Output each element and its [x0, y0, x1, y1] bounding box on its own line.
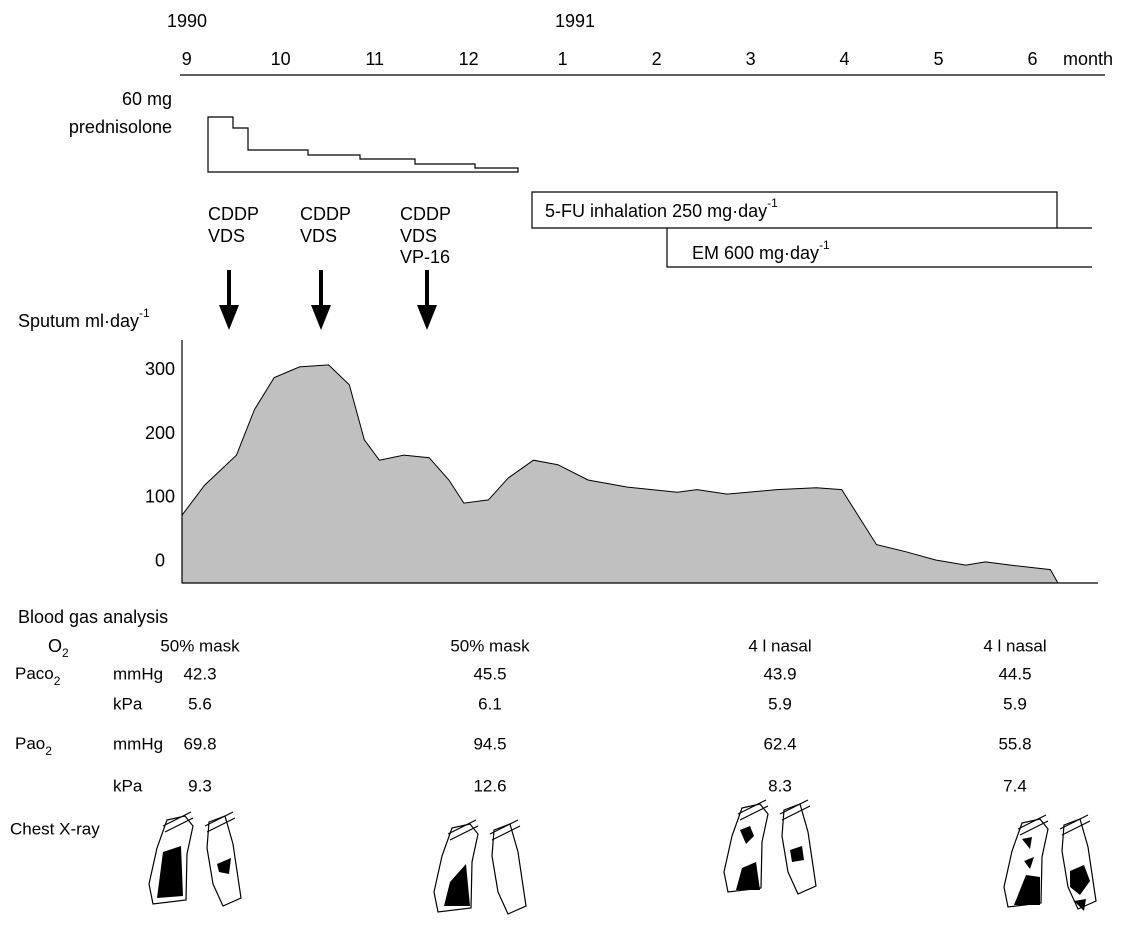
dose-label: 60 mg [122, 89, 172, 109]
chemo-label: CDDP [208, 204, 259, 224]
o2-cell: 50% mask [160, 636, 240, 655]
y-tick-label: 300 [145, 359, 175, 379]
x-tick-label: 4 [840, 49, 850, 69]
section-title: Blood gas analysis [18, 607, 168, 627]
y-tick-label: 100 [145, 487, 175, 507]
x-tick-label: 12 [459, 49, 479, 69]
x-tick-label: 11 [365, 49, 384, 69]
row-label: Pao2 [15, 734, 52, 758]
year-label: 1990 [167, 11, 207, 31]
value-cell: 55.8 [998, 734, 1031, 753]
year-label: 1991 [555, 11, 595, 31]
inhalation-bar [531, 191, 1092, 229]
row-label-text: Pao [15, 734, 45, 753]
unit-label: mmHg [113, 734, 163, 753]
chemo-label: CDDP [400, 204, 451, 224]
value-cell: 44.5 [998, 664, 1031, 683]
value-cell: 5.6 [188, 694, 212, 713]
o2-cell: 4 l nasal [748, 636, 811, 655]
value-cell: 42.3 [183, 664, 216, 683]
value-cell: 9.3 [188, 776, 212, 795]
value-cell: 43.9 [763, 664, 796, 683]
o2-cell: 50% mask [450, 636, 530, 655]
em-label: EM 600 mg·day-1 [692, 238, 830, 263]
value-cell: 6.1 [478, 694, 502, 713]
x-tick-label: 1 [558, 49, 568, 69]
o2-cell: 4 l nasal [983, 636, 1046, 655]
unit-label: mmHg [113, 664, 163, 683]
x-tick-label: 2 [652, 49, 662, 69]
superscript: -1 [819, 238, 830, 252]
subscript: 2 [45, 744, 52, 758]
value-cell: 69.8 [183, 734, 216, 753]
value-cell: 94.5 [473, 734, 506, 753]
sputum-chart: 0 100 200 300 [145, 340, 1098, 584]
xray-label: Chest X-ray [10, 819, 100, 838]
y-axis-text: Sputum ml·day [18, 311, 139, 331]
chemo-label: VDS [300, 226, 337, 246]
value-cell: 5.9 [768, 694, 792, 713]
y-axis-label: Sputum ml·day-1 [18, 306, 150, 331]
chemo-label: VDS [208, 226, 245, 246]
x-tick-label: 3 [746, 49, 756, 69]
superscript: -1 [767, 196, 778, 210]
value-cell: 8.3 [768, 776, 792, 795]
x-tick-label: 6 [1028, 49, 1038, 69]
chemo-label: CDDP [300, 204, 351, 224]
subscript: 2 [54, 674, 61, 688]
arrows [219, 270, 437, 330]
em-bar [666, 228, 1092, 268]
unit-label: month [1063, 49, 1113, 69]
em-text: EM 600 mg·day [692, 243, 819, 263]
value-cell: 7.4 [1003, 776, 1027, 795]
chemo-label: VP-16 [400, 247, 450, 267]
inhalation-text: 5-FU inhalation 250 mg·day [545, 201, 767, 221]
subscript: 2 [62, 646, 69, 660]
value-cell: 45.5 [473, 664, 506, 683]
x-tick-label: 10 [271, 49, 291, 69]
drug-label: prednisolone [69, 117, 172, 137]
y-tick-label: 200 [145, 423, 175, 443]
value-cell: 5.9 [1003, 694, 1027, 713]
x-tick-label: 5 [934, 49, 944, 69]
sputum-area [181, 364, 1059, 584]
row-label-text: O [48, 636, 62, 656]
value-cell: 62.4 [763, 734, 796, 753]
x-tick-label: 9 [182, 49, 192, 69]
xray-drawings [148, 799, 1097, 915]
row-label: O2 [48, 636, 69, 660]
value-cell: 12.6 [473, 776, 506, 795]
unit-label: kPa [113, 694, 143, 713]
row-label-text: Paco [15, 664, 54, 683]
chemo-label: VDS [400, 226, 437, 246]
prednisolone-taper [207, 116, 519, 173]
inhalation-label: 5-FU inhalation 250 mg·day-1 [545, 196, 778, 221]
unit-label: kPa [113, 776, 143, 795]
y-tick-label: 0 [155, 551, 165, 571]
superscript: -1 [139, 306, 150, 320]
row-label: Paco2 [15, 664, 61, 688]
